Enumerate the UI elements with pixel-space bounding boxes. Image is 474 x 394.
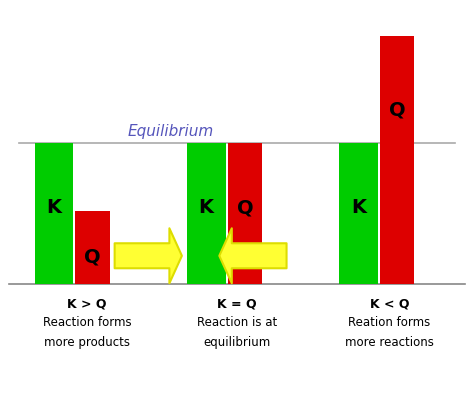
Text: Q: Q [237, 198, 254, 217]
Text: more reactions: more reactions [345, 336, 434, 349]
Text: Equilibrium: Equilibrium [128, 124, 214, 139]
Text: Reaction forms: Reaction forms [43, 316, 131, 329]
Text: Q: Q [389, 101, 406, 120]
Bar [187, 143, 226, 284]
Text: K > Q: K > Q [67, 297, 107, 310]
Text: K = Q: K = Q [217, 297, 257, 310]
Text: more products: more products [44, 336, 130, 349]
Text: K: K [46, 198, 61, 217]
Bar [228, 143, 262, 284]
Bar [380, 36, 414, 284]
Bar [35, 143, 73, 284]
Text: K: K [351, 198, 366, 217]
Text: K: K [199, 198, 214, 217]
Bar [75, 211, 109, 284]
Text: Q: Q [84, 247, 101, 266]
Text: Reaction is at: Reaction is at [197, 316, 277, 329]
Text: equilibrium: equilibrium [203, 336, 271, 349]
Text: K < Q: K < Q [370, 297, 409, 310]
Bar [339, 143, 378, 284]
Text: Reation forms: Reation forms [348, 316, 430, 329]
